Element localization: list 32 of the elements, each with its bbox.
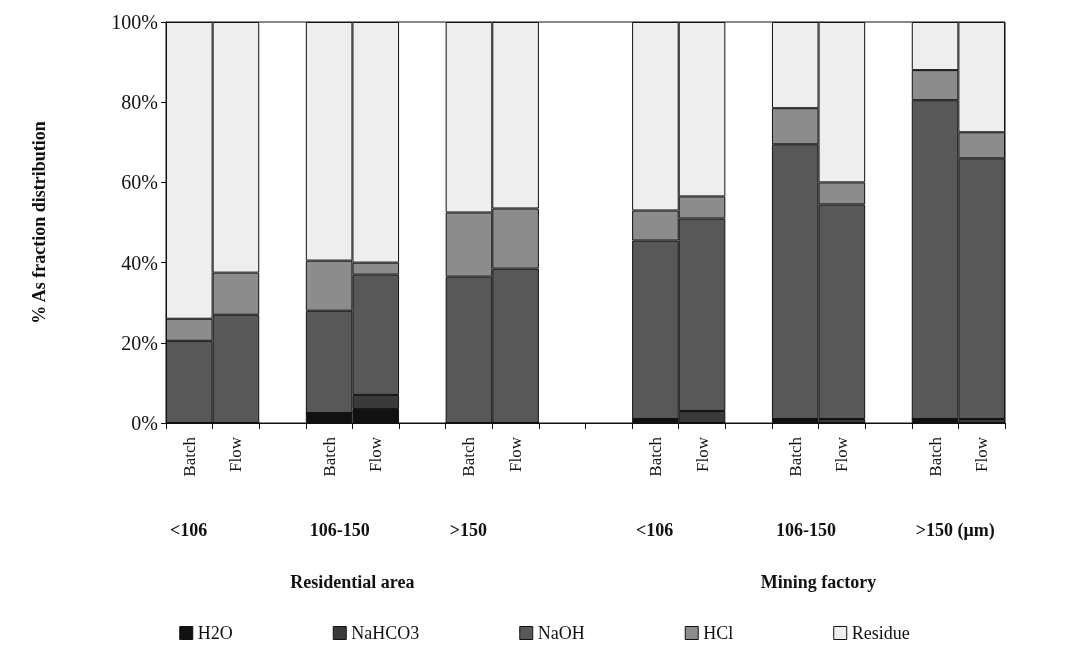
legend-label: HCl — [703, 623, 734, 643]
y-tick-label: 60% — [121, 171, 158, 194]
y-tick-label: 80% — [121, 91, 158, 114]
legend-label: Residue — [851, 623, 910, 643]
legend-label: NaOH — [537, 623, 585, 643]
text: 106-150 — [309, 520, 370, 540]
y-tick-label: 40% — [121, 251, 158, 274]
text: >150 (μm) — [915, 520, 995, 541]
x-tick-label: Flow — [972, 436, 992, 472]
x-tick-label: Flow — [506, 436, 526, 472]
x-tick-label: Batch — [785, 436, 805, 477]
text: >150 — [449, 520, 487, 540]
legend-label: NaHCO3 — [351, 623, 420, 643]
text: <106 — [170, 520, 208, 540]
text: 106-150 — [775, 520, 836, 540]
legend-label: H2O — [197, 623, 233, 643]
x-tick-label: Batch — [179, 436, 199, 477]
text: Residential area — [290, 572, 415, 592]
x-tick-label: Flow — [226, 436, 246, 472]
x-tick-label: Batch — [645, 436, 665, 477]
x-tick-label: Flow — [832, 436, 852, 472]
x-tick-label: Batch — [459, 436, 479, 477]
y-tick-label: 100% — [111, 11, 158, 33]
x-tick-label: Batch — [319, 436, 339, 477]
text: <106 — [636, 520, 674, 540]
y-tick-label: 0% — [131, 412, 158, 434]
x-tick-label: Flow — [366, 436, 386, 472]
y-tick-label: 20% — [121, 331, 158, 354]
y-axis-title: % As fraction distribution — [29, 121, 49, 324]
x-tick-label: Batch — [925, 436, 945, 477]
text: Mining factory — [760, 572, 877, 592]
x-tick-label: Flow — [692, 436, 712, 472]
